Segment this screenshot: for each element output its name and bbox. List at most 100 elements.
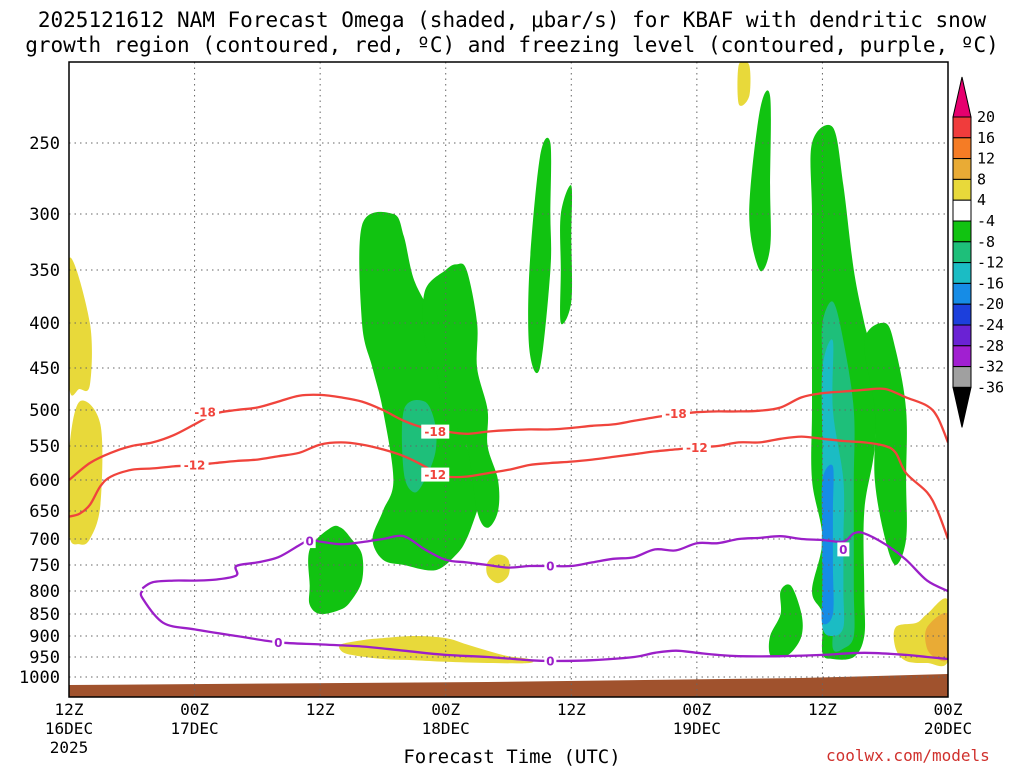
x-tick-label: 12Z: [808, 700, 837, 719]
y-tick-label: 1000: [19, 668, 60, 688]
colorbar-label: 12: [977, 150, 995, 168]
colorbar-label: 16: [977, 129, 995, 147]
y-tick-label: 450: [29, 359, 60, 379]
colorbar-bottom-arrow: [952, 386, 972, 428]
colorbar-label: 8: [977, 170, 986, 188]
contour-label: -18: [424, 425, 446, 439]
colorbar-bin: [952, 178, 972, 201]
contour-label-bg: [421, 424, 450, 439]
contour-label: -12: [184, 459, 206, 473]
y-tick-label: 700: [29, 530, 60, 550]
omega-region-9: [864, 322, 907, 565]
colorbar-label: -16: [977, 274, 1004, 292]
x-tick-label: 18DEC: [422, 719, 470, 738]
colorbar-label: -32: [977, 358, 1004, 376]
contour-label-bg: [682, 440, 711, 455]
chart-title-line-2: growth region (contoured, red, ºC) and f…: [25, 33, 999, 57]
colorbar-label: 4: [977, 191, 986, 209]
colorbar-bin: [952, 199, 972, 222]
y-tick-label: 800: [29, 582, 60, 602]
omega-region-6: [560, 185, 573, 325]
x-tick-label: 20DEC: [924, 719, 972, 738]
contour-label: 0: [546, 655, 554, 669]
y-tick-label: 550: [29, 437, 60, 457]
x-tick-label: 00Z: [431, 700, 460, 719]
credit-link[interactable]: coolwx.com/models: [826, 746, 990, 765]
x-tick-label: 12Z: [306, 700, 335, 719]
x-tick-label: 00Z: [180, 700, 209, 719]
colorbar-label: -20: [977, 295, 1004, 313]
colorbar-label: 20: [977, 108, 995, 126]
omega-region-7: [749, 90, 771, 272]
omega-region-14: [821, 464, 834, 625]
colorbar-bin: [952, 262, 972, 284]
contour-label-bg: [180, 458, 209, 473]
y-tick-label: 400: [29, 314, 60, 334]
x-tick-label: 12Z: [557, 700, 586, 719]
contour-label-bg: [544, 559, 557, 574]
ground-terrain: [69, 674, 948, 697]
y-tick-label: 750: [29, 556, 60, 576]
contour-label-bg: [837, 542, 850, 557]
y-tick-label: 300: [29, 205, 60, 225]
colorbar-bin: [952, 282, 972, 305]
colorbar-label: -28: [977, 337, 1004, 355]
chart-title-line-1: 2025121612 NAM Forecast Omega (shaded, μ…: [37, 8, 987, 32]
y-tick-label: 500: [29, 401, 60, 421]
omega-region-17: [737, 62, 751, 106]
x-axis-label: Forecast Time (UTC): [403, 746, 621, 768]
x-tick-label: 12Z: [55, 700, 84, 719]
colorbar-label: -36: [977, 378, 1004, 396]
x-tick-label: 16DEC: [45, 719, 93, 738]
colorbar-bin: [952, 345, 972, 368]
omega-region-0: [69, 257, 92, 396]
y-tick-label: 250: [29, 134, 60, 154]
contour-label: -18: [665, 407, 687, 421]
y-tick-label: 650: [29, 502, 60, 522]
omega-region-16: [486, 554, 510, 584]
contour-freezing-upper: [141, 531, 948, 593]
omega-region-2: [359, 211, 488, 571]
contour-label-bg: [303, 534, 316, 549]
x-tick-label: 00Z: [934, 700, 963, 719]
colorbar-label: -4: [977, 212, 995, 230]
colorbar-bin: [952, 241, 972, 264]
y-tick-label: 950: [29, 648, 60, 668]
colorbar-bin: [952, 116, 972, 139]
y-tick-label: 600: [29, 471, 60, 491]
plot-frame: [68, 61, 949, 698]
colorbar-bin: [952, 137, 972, 160]
contour-label: -18: [194, 406, 216, 420]
contour-label-bg: [661, 406, 690, 421]
omega-region-1: [69, 400, 103, 545]
omega-region-4: [308, 525, 364, 615]
contour-label-bg: [272, 635, 285, 650]
omega-region-19: [925, 612, 948, 662]
colorbar-label: -8: [977, 233, 995, 251]
colorbar-bin: [952, 220, 972, 243]
y-tick-label: 350: [29, 261, 60, 281]
x-tick-label: 19DEC: [673, 719, 721, 738]
omega-region-10: [768, 584, 803, 658]
contour-label-bg: [421, 467, 450, 482]
y-tick-label: 900: [29, 627, 60, 647]
x-tick-label: 00Z: [682, 700, 711, 719]
colorbar-label: -12: [977, 254, 1004, 272]
colorbar-bin: [952, 303, 972, 326]
contour-label: -12: [686, 441, 708, 455]
colorbar-label: -24: [977, 316, 1004, 334]
colorbar-bin: [952, 324, 972, 347]
x-tick-label: 17DEC: [170, 719, 218, 738]
contour-label: 0: [274, 636, 282, 650]
colorbar-top-arrow: [952, 76, 972, 118]
colorbar-bin: [952, 366, 972, 388]
contour-label: -12: [424, 468, 446, 482]
x-tick-label: 2025: [50, 738, 89, 757]
y-tick-label: 850: [29, 605, 60, 625]
contour-freezing-lower: [139, 590, 948, 663]
omega-region-3: [422, 263, 500, 528]
colorbar-bin: [952, 158, 972, 180]
contour-label: 0: [305, 535, 313, 549]
omega-region-5: [528, 137, 552, 374]
